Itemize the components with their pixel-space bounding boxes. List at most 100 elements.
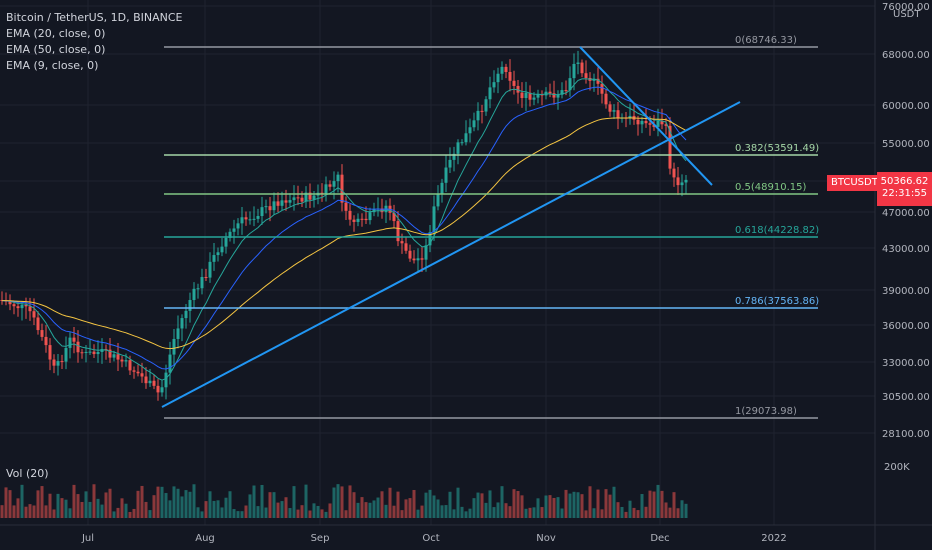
volume-bar [408, 498, 412, 518]
time-tick: Jul [81, 533, 94, 544]
volume-bar [556, 497, 560, 518]
ema50-line [2, 117, 687, 350]
volume-bar [616, 502, 620, 518]
volume-bar [156, 486, 160, 518]
candle [516, 85, 520, 93]
candle [488, 87, 492, 100]
candle [340, 174, 344, 203]
volume-bar [40, 486, 44, 518]
candle [176, 328, 180, 339]
volume-bar [496, 502, 500, 518]
candle [480, 110, 484, 112]
volume-bar [348, 485, 352, 518]
candle [208, 261, 212, 278]
volume-bar [300, 505, 304, 518]
volume-bar [608, 494, 612, 518]
volume-bar [504, 503, 508, 518]
volume-bar [116, 507, 120, 518]
volume-bar [628, 500, 632, 518]
price-tick: 76000.00 [882, 2, 930, 13]
candle [44, 336, 48, 346]
candle [324, 184, 328, 194]
fib-level-label: 0.5(48910.15) [735, 182, 807, 193]
candle [564, 90, 568, 92]
candle [256, 216, 260, 219]
candle [8, 301, 12, 305]
volume-bar [212, 500, 216, 518]
candle [408, 250, 412, 259]
last-price-badge: 50366.62 22:31:55 [877, 172, 932, 206]
candle [184, 310, 188, 319]
candle [236, 223, 240, 229]
candle [680, 182, 684, 186]
candle [552, 93, 556, 98]
time-tick: Nov [536, 533, 556, 544]
volume-bar [84, 491, 88, 518]
time-tick: Sep [311, 533, 330, 544]
candle [116, 354, 120, 360]
volume-bar [540, 507, 544, 518]
candle [188, 300, 192, 311]
candle [372, 208, 376, 213]
volume-bar [68, 508, 72, 518]
volume-bar [488, 490, 492, 518]
volume-bar [432, 495, 436, 518]
volume-bar [356, 502, 360, 518]
candle [152, 380, 156, 386]
volume-bar [456, 487, 460, 518]
candle [524, 92, 528, 99]
volume-bar [112, 511, 116, 518]
candle [16, 306, 20, 309]
candle [308, 192, 312, 200]
volume-bar [92, 484, 96, 518]
candle [672, 168, 676, 178]
candle [508, 71, 512, 81]
volume-bar [680, 500, 684, 518]
candle [260, 207, 264, 217]
volume-bar [184, 490, 188, 518]
candle [392, 212, 396, 222]
volume-bar [32, 505, 36, 518]
volume-bar [368, 502, 372, 518]
price-tick: 47000.00 [882, 208, 930, 219]
volume-bar [48, 493, 52, 518]
fib-level-label: 0(68746.33) [735, 35, 797, 46]
volume-bar [96, 498, 100, 518]
volume-bar [400, 510, 404, 518]
volume-bar [440, 505, 444, 518]
candle [580, 62, 584, 74]
volume-bar [104, 492, 108, 518]
ema50-legend[interactable]: EMA (50, close, 0) [6, 43, 106, 56]
candle [448, 159, 452, 168]
candle [168, 354, 172, 373]
volume-bar [176, 488, 180, 518]
ema20-legend[interactable]: EMA (20, close, 0) [6, 27, 106, 40]
volume-bar [464, 511, 468, 518]
volume-bar [684, 503, 688, 518]
candle [644, 120, 648, 124]
ema9-legend[interactable]: EMA (9, close, 0) [6, 59, 99, 72]
volume-bar [436, 499, 440, 518]
candle [628, 115, 632, 119]
volume-bar [276, 502, 280, 518]
candle [76, 341, 80, 353]
candle [60, 361, 64, 363]
candle [364, 218, 368, 221]
volume-bar [160, 486, 164, 518]
volume-bar [64, 499, 68, 518]
candle [232, 228, 236, 232]
candle [348, 210, 352, 220]
volume-bar [120, 498, 124, 518]
volume-bar [284, 497, 288, 518]
candle [432, 206, 436, 233]
volume-bar [632, 507, 636, 518]
volume-bar [28, 504, 32, 518]
volume-bar [168, 500, 172, 518]
candle [56, 361, 60, 366]
volume-bar [12, 505, 16, 518]
candle [428, 232, 432, 246]
candle [396, 221, 400, 242]
volume-legend[interactable]: Vol (20) [6, 467, 49, 480]
